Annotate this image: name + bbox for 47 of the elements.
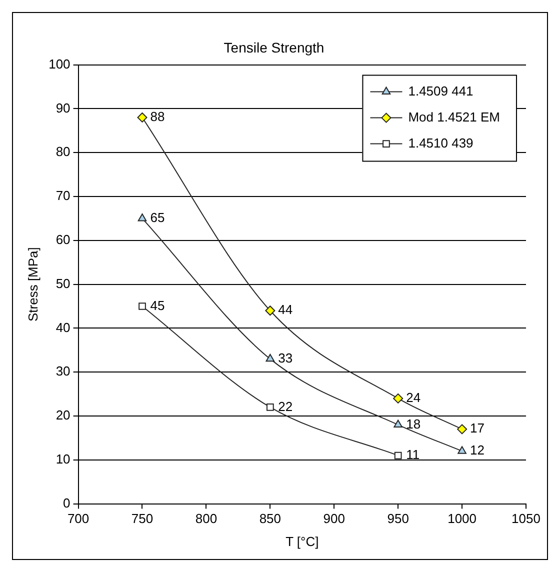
x-tick-label: 900 bbox=[323, 511, 345, 526]
y-tick-label: 50 bbox=[56, 276, 70, 291]
data-label: 17 bbox=[470, 420, 485, 436]
y-tick-label: 80 bbox=[56, 144, 70, 160]
data-label: 44 bbox=[278, 302, 293, 318]
y-tick-label: 100 bbox=[48, 56, 70, 72]
point bbox=[265, 306, 276, 316]
point bbox=[458, 446, 466, 454]
data-label: 22 bbox=[278, 398, 293, 414]
legend-label: 1.4509 441 bbox=[408, 83, 474, 98]
legend-label: 1.4510 439 bbox=[408, 135, 474, 150]
data-label: 65 bbox=[150, 210, 165, 226]
data-label: 88 bbox=[150, 109, 165, 124]
point bbox=[266, 404, 274, 411]
x-tick-label: 700 bbox=[67, 511, 90, 526]
point bbox=[394, 452, 402, 460]
data-label: 45 bbox=[150, 298, 165, 313]
data-label: 12 bbox=[470, 442, 485, 458]
data-label: 18 bbox=[406, 416, 421, 432]
data-label: 11 bbox=[406, 447, 420, 462]
point bbox=[266, 354, 275, 362]
x-tick-label: 750 bbox=[131, 511, 154, 526]
y-tick-label: 30 bbox=[56, 364, 70, 379]
y-tick-label: 0 bbox=[63, 495, 70, 510]
y-tick-label: 60 bbox=[56, 232, 70, 247]
y-tick-label: 20 bbox=[56, 408, 70, 423]
y-tick-label: 90 bbox=[56, 100, 70, 116]
point bbox=[137, 112, 148, 122]
y-tick-label: 40 bbox=[56, 320, 70, 335]
point bbox=[457, 424, 468, 434]
x-axis-title: T [°C] bbox=[286, 534, 319, 549]
chart-title: Tensile Strength bbox=[224, 39, 324, 56]
data-label: 33 bbox=[278, 350, 293, 366]
point bbox=[394, 420, 402, 428]
data-label: 24 bbox=[406, 390, 421, 406]
y-tick-label: 70 bbox=[56, 188, 70, 204]
legend-label: Mod 1.4521 EM bbox=[408, 109, 500, 124]
point bbox=[138, 213, 147, 222]
y-tick-label: 10 bbox=[56, 451, 70, 466]
x-tick-label: 950 bbox=[387, 511, 409, 526]
point bbox=[393, 393, 404, 404]
y-axis-title: Stress [MPa] bbox=[25, 247, 40, 322]
point bbox=[138, 302, 146, 310]
x-tick-label: 850 bbox=[259, 511, 282, 526]
x-tick-label: 800 bbox=[195, 511, 218, 526]
x-tick-label: 1000 bbox=[448, 511, 476, 526]
x-tick-label: 1050 bbox=[512, 511, 540, 526]
